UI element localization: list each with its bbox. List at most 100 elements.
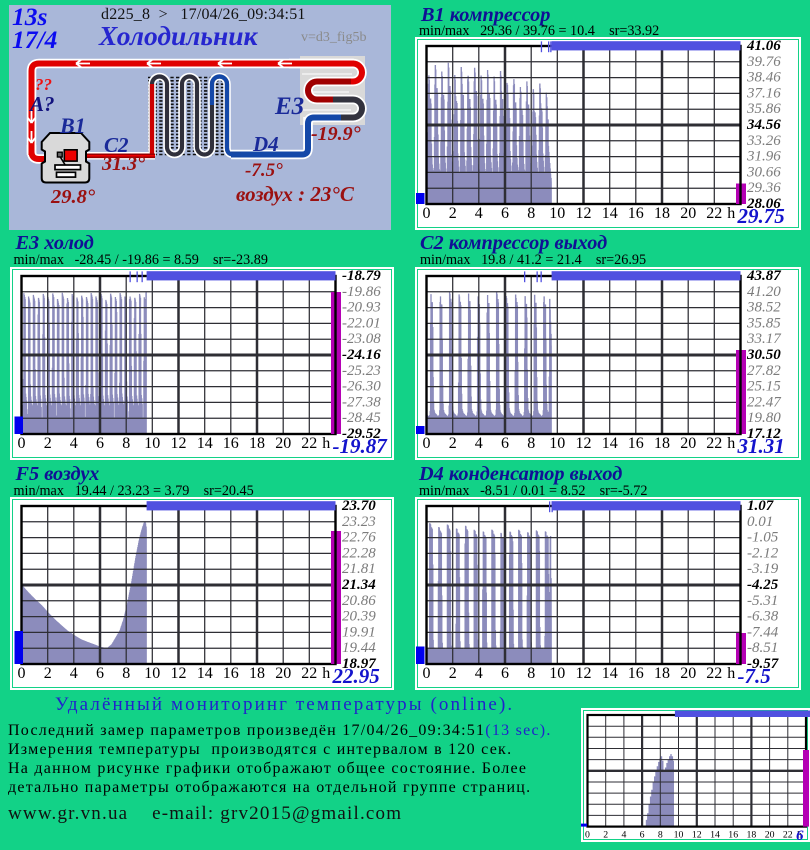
svg-text:30.66: 30.66	[746, 164, 781, 180]
svg-text:14: 14	[196, 435, 212, 452]
svg-text:31.96: 31.96	[746, 149, 781, 165]
svg-text:10: 10	[549, 205, 565, 222]
svg-text:2: 2	[448, 665, 456, 682]
svg-text:22: 22	[301, 665, 317, 682]
svg-text:-19.87: -19.87	[332, 434, 388, 458]
svg-text:-4.25: -4.25	[747, 577, 779, 593]
svg-text:27.82: 27.82	[747, 363, 781, 379]
svg-text:0: 0	[17, 435, 25, 452]
svg-text:17.12: 17.12	[747, 426, 781, 442]
svg-text:14: 14	[710, 830, 720, 841]
svg-text:16: 16	[627, 665, 643, 682]
svg-text:6: 6	[640, 830, 645, 841]
svg-text:18.97: 18.97	[342, 656, 376, 672]
svg-text:35.85: 35.85	[746, 315, 781, 331]
svg-text:22.95: 22.95	[331, 664, 379, 688]
svg-text:39.76: 39.76	[746, 54, 781, 70]
svg-text:0.01: 0.01	[747, 514, 773, 530]
svg-text:20: 20	[680, 205, 696, 222]
svg-text:16: 16	[222, 435, 238, 452]
svg-text:18: 18	[654, 205, 670, 222]
svg-text:-9.57: -9.57	[747, 656, 779, 672]
svg-text:18: 18	[249, 665, 265, 682]
svg-text:-3.19: -3.19	[747, 561, 779, 577]
svg-text:18: 18	[747, 830, 757, 841]
svg-text:12: 12	[575, 435, 591, 452]
svg-text:8: 8	[122, 435, 130, 452]
svg-text:-27.38: -27.38	[342, 394, 381, 410]
svg-text:20: 20	[680, 435, 696, 452]
svg-text:33.26: 33.26	[746, 133, 781, 149]
svg-text:8: 8	[658, 830, 663, 841]
svg-text:16: 16	[627, 205, 643, 222]
svg-text:6: 6	[501, 205, 509, 222]
svg-text:34.56: 34.56	[746, 117, 781, 133]
svg-text:2: 2	[448, 205, 456, 222]
svg-text:-7.44: -7.44	[747, 624, 779, 640]
svg-text:0: 0	[585, 830, 590, 841]
svg-text:4: 4	[474, 435, 482, 452]
svg-text:-26.30: -26.30	[342, 379, 381, 395]
svg-text:37.16: 37.16	[746, 85, 781, 101]
svg-text:22: 22	[706, 665, 722, 682]
svg-text:-18.79: -18.79	[342, 268, 381, 284]
svg-text:22.47: 22.47	[747, 394, 782, 410]
svg-text:12: 12	[575, 665, 591, 682]
svg-text:14: 14	[196, 665, 212, 682]
svg-text:-24.16: -24.16	[342, 347, 381, 363]
svg-text:12: 12	[575, 205, 591, 222]
svg-text:0: 0	[17, 665, 25, 682]
svg-text:30.50: 30.50	[746, 347, 781, 363]
svg-text:14: 14	[601, 205, 617, 222]
svg-text:-2.12: -2.12	[747, 545, 779, 561]
svg-text:38.52: 38.52	[746, 300, 781, 316]
svg-text:16: 16	[627, 435, 643, 452]
svg-text:18: 18	[654, 665, 670, 682]
svg-text:4: 4	[621, 830, 626, 841]
svg-text:6: 6	[96, 435, 104, 452]
svg-text:-22.01: -22.01	[342, 315, 381, 331]
svg-text:0: 0	[422, 205, 430, 222]
svg-text:10: 10	[674, 830, 684, 841]
svg-text:16: 16	[222, 665, 238, 682]
svg-text:35.86: 35.86	[746, 101, 781, 117]
svg-text:21.81: 21.81	[342, 561, 376, 577]
svg-text:12: 12	[170, 435, 186, 452]
svg-text:20.86: 20.86	[342, 593, 376, 609]
svg-text:43.87: 43.87	[746, 268, 781, 284]
svg-text:6: 6	[501, 435, 509, 452]
svg-text:23.70: 23.70	[341, 498, 376, 514]
svg-text:h: h	[322, 435, 330, 452]
svg-text:-20.93: -20.93	[342, 300, 381, 316]
svg-text:-7.5: -7.5	[737, 664, 770, 688]
svg-text:22: 22	[706, 205, 722, 222]
svg-text:41.06: 41.06	[746, 38, 781, 54]
svg-text:19.91: 19.91	[342, 624, 376, 640]
svg-text:h: h	[797, 830, 802, 841]
svg-text:28.06: 28.06	[746, 196, 781, 212]
svg-text:19.80: 19.80	[747, 410, 781, 426]
svg-text:12: 12	[692, 830, 702, 841]
svg-text:-19.86: -19.86	[342, 284, 381, 300]
svg-text:22: 22	[301, 435, 317, 452]
svg-text:8: 8	[527, 205, 535, 222]
svg-text:20: 20	[765, 830, 775, 841]
svg-text:20: 20	[275, 435, 291, 452]
svg-text:20: 20	[680, 665, 696, 682]
svg-text:12: 12	[170, 665, 186, 682]
svg-text:h: h	[727, 205, 735, 222]
svg-text:18: 18	[249, 435, 265, 452]
svg-text:-28.45: -28.45	[342, 410, 381, 426]
svg-text:1.07: 1.07	[747, 498, 774, 514]
svg-text:4: 4	[69, 665, 77, 682]
svg-text:14: 14	[601, 665, 617, 682]
svg-text:0: 0	[422, 665, 430, 682]
svg-text:-8.51: -8.51	[747, 640, 778, 656]
svg-text:-23.08: -23.08	[342, 331, 381, 347]
svg-text:8: 8	[122, 665, 130, 682]
svg-text:22: 22	[706, 435, 722, 452]
svg-text:10: 10	[144, 665, 160, 682]
svg-text:2: 2	[448, 435, 456, 452]
svg-text:20.39: 20.39	[342, 609, 376, 625]
svg-text:21.34: 21.34	[341, 577, 376, 593]
